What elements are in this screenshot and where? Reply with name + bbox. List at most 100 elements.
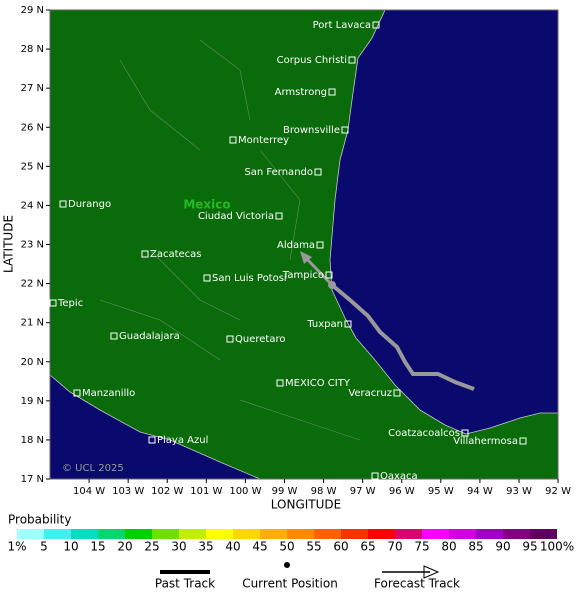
- legend-swatch: [395, 529, 422, 539]
- lon-tick-label: 96 W: [389, 486, 415, 497]
- legend-swatch: [233, 529, 260, 539]
- lon-tick-label: 103 W: [112, 486, 144, 497]
- lon-tick-label: 98 W: [311, 486, 337, 497]
- city-label: Oaxaca: [380, 471, 418, 482]
- borders: [99, 39, 361, 441]
- lat-tick-label: 28 N: [21, 44, 44, 55]
- lon-tick-label: 94 W: [467, 486, 493, 497]
- city-marker: [372, 21, 380, 29]
- city-marker: [325, 271, 333, 279]
- legend-label: 5: [40, 540, 48, 554]
- lat-tick-label: 29 N: [21, 5, 44, 16]
- lat-tick-label: 27 N: [21, 83, 44, 94]
- city-marker: [314, 168, 322, 176]
- legend-label: 70: [387, 540, 402, 554]
- city-label: Brownsville: [283, 125, 340, 136]
- copyright: © UCL 2025: [62, 463, 124, 474]
- arrow-head: [300, 251, 312, 264]
- city-label: Port Lavaca: [313, 20, 371, 31]
- city-label: Ciudad Victoria: [198, 211, 274, 222]
- city-label: San Luis Potosi: [212, 273, 287, 284]
- city-label: Guadalajara: [119, 331, 180, 342]
- city-marker: [393, 389, 401, 397]
- city-marker: [110, 332, 118, 340]
- legend-label: 85: [468, 540, 483, 554]
- lon-tick-label: 100 W: [229, 486, 261, 497]
- legend-label: 80: [441, 540, 456, 554]
- motion-arrow: [304, 256, 334, 287]
- legend-swatch: [314, 529, 341, 539]
- city-label: Manzanillo: [82, 388, 135, 399]
- y-axis-label: LATITUDE: [2, 215, 16, 273]
- legend-label: 10: [63, 540, 78, 554]
- track: [330, 283, 475, 391]
- legend-swatch: [422, 529, 449, 539]
- lat-tick-label: 18 N: [21, 435, 44, 446]
- legend-label: 20: [117, 540, 132, 554]
- city-marker: [371, 472, 379, 480]
- legend-swatch: [287, 529, 314, 539]
- city-marker: [229, 136, 237, 144]
- current-position: [328, 281, 336, 289]
- city-label: Armstrong: [275, 87, 327, 98]
- forecast-arrow: [423, 565, 440, 579]
- city-marker: [344, 320, 352, 328]
- city-label: Tepic: [57, 298, 83, 309]
- legend-swatch: [71, 529, 98, 539]
- legend-swatch: [449, 529, 476, 539]
- lon-tick-label: 99 W: [272, 486, 298, 497]
- lon-tick-label: 104 W: [73, 486, 105, 497]
- legend-label: 65: [360, 540, 375, 554]
- legend-swatch: [44, 529, 71, 539]
- city-marker: [203, 274, 211, 282]
- legend-item: Past Track: [155, 577, 215, 591]
- lon-tick-label: 97 W: [350, 486, 376, 497]
- lat-tick-label: 26 N: [21, 122, 44, 133]
- city-label: Veracruz: [348, 388, 392, 399]
- city-label: Queretaro: [235, 334, 285, 345]
- legend-label: 25: [144, 540, 159, 554]
- legend-label: 90: [495, 540, 510, 554]
- city-marker: [49, 299, 57, 307]
- lat-tick-label: 23 N: [21, 240, 44, 251]
- city-label: Monterrey: [238, 135, 289, 146]
- country-label: Mexico: [183, 198, 230, 212]
- lat-tick-label: 25 N: [21, 161, 44, 172]
- legend-swatch: [179, 529, 206, 539]
- city-label: Aldama: [277, 240, 315, 251]
- city-label: Tampico: [282, 270, 324, 281]
- current-position-symbol: [284, 562, 290, 568]
- city-label: Corpus Christi: [277, 55, 347, 66]
- city-label: Zacatecas: [150, 249, 202, 260]
- legend-label: 15: [90, 540, 105, 554]
- legend-swatch: [341, 529, 368, 539]
- city-marker: [328, 88, 336, 96]
- legend-label: 45: [252, 540, 267, 554]
- city-label: San Fernando: [244, 167, 313, 178]
- legend-item: Current Position: [242, 577, 338, 591]
- lon-tick-label: 93 W: [506, 486, 532, 497]
- legend-swatch: [476, 529, 503, 539]
- legend-swatch: [125, 529, 152, 539]
- lat-tick-label: 20 N: [21, 357, 44, 368]
- legend-swatch: [206, 529, 233, 539]
- city-label: Playa Azul: [157, 435, 208, 446]
- city-marker: [276, 379, 284, 387]
- legend-label: 55: [306, 540, 321, 554]
- legend-label: 95: [522, 540, 537, 554]
- city-marker: [226, 335, 234, 343]
- city-label: Durango: [68, 199, 111, 210]
- lat-tick-label: 24 N: [21, 200, 44, 211]
- legend-swatch: [368, 529, 395, 539]
- city-marker: [275, 212, 283, 220]
- legend-label: 1%: [7, 540, 26, 554]
- lon-tick-label: 101 W: [190, 486, 222, 497]
- city-label: Tuxpan: [306, 319, 343, 330]
- legend-swatch: [530, 529, 557, 539]
- lon-tick-label: 92 W: [545, 486, 571, 497]
- land: [49, 9, 559, 480]
- x-axis-label: LONGITUDE: [271, 498, 341, 512]
- city-marker: [59, 200, 67, 208]
- legend-label: 40: [225, 540, 240, 554]
- legend-label: 75: [414, 540, 429, 554]
